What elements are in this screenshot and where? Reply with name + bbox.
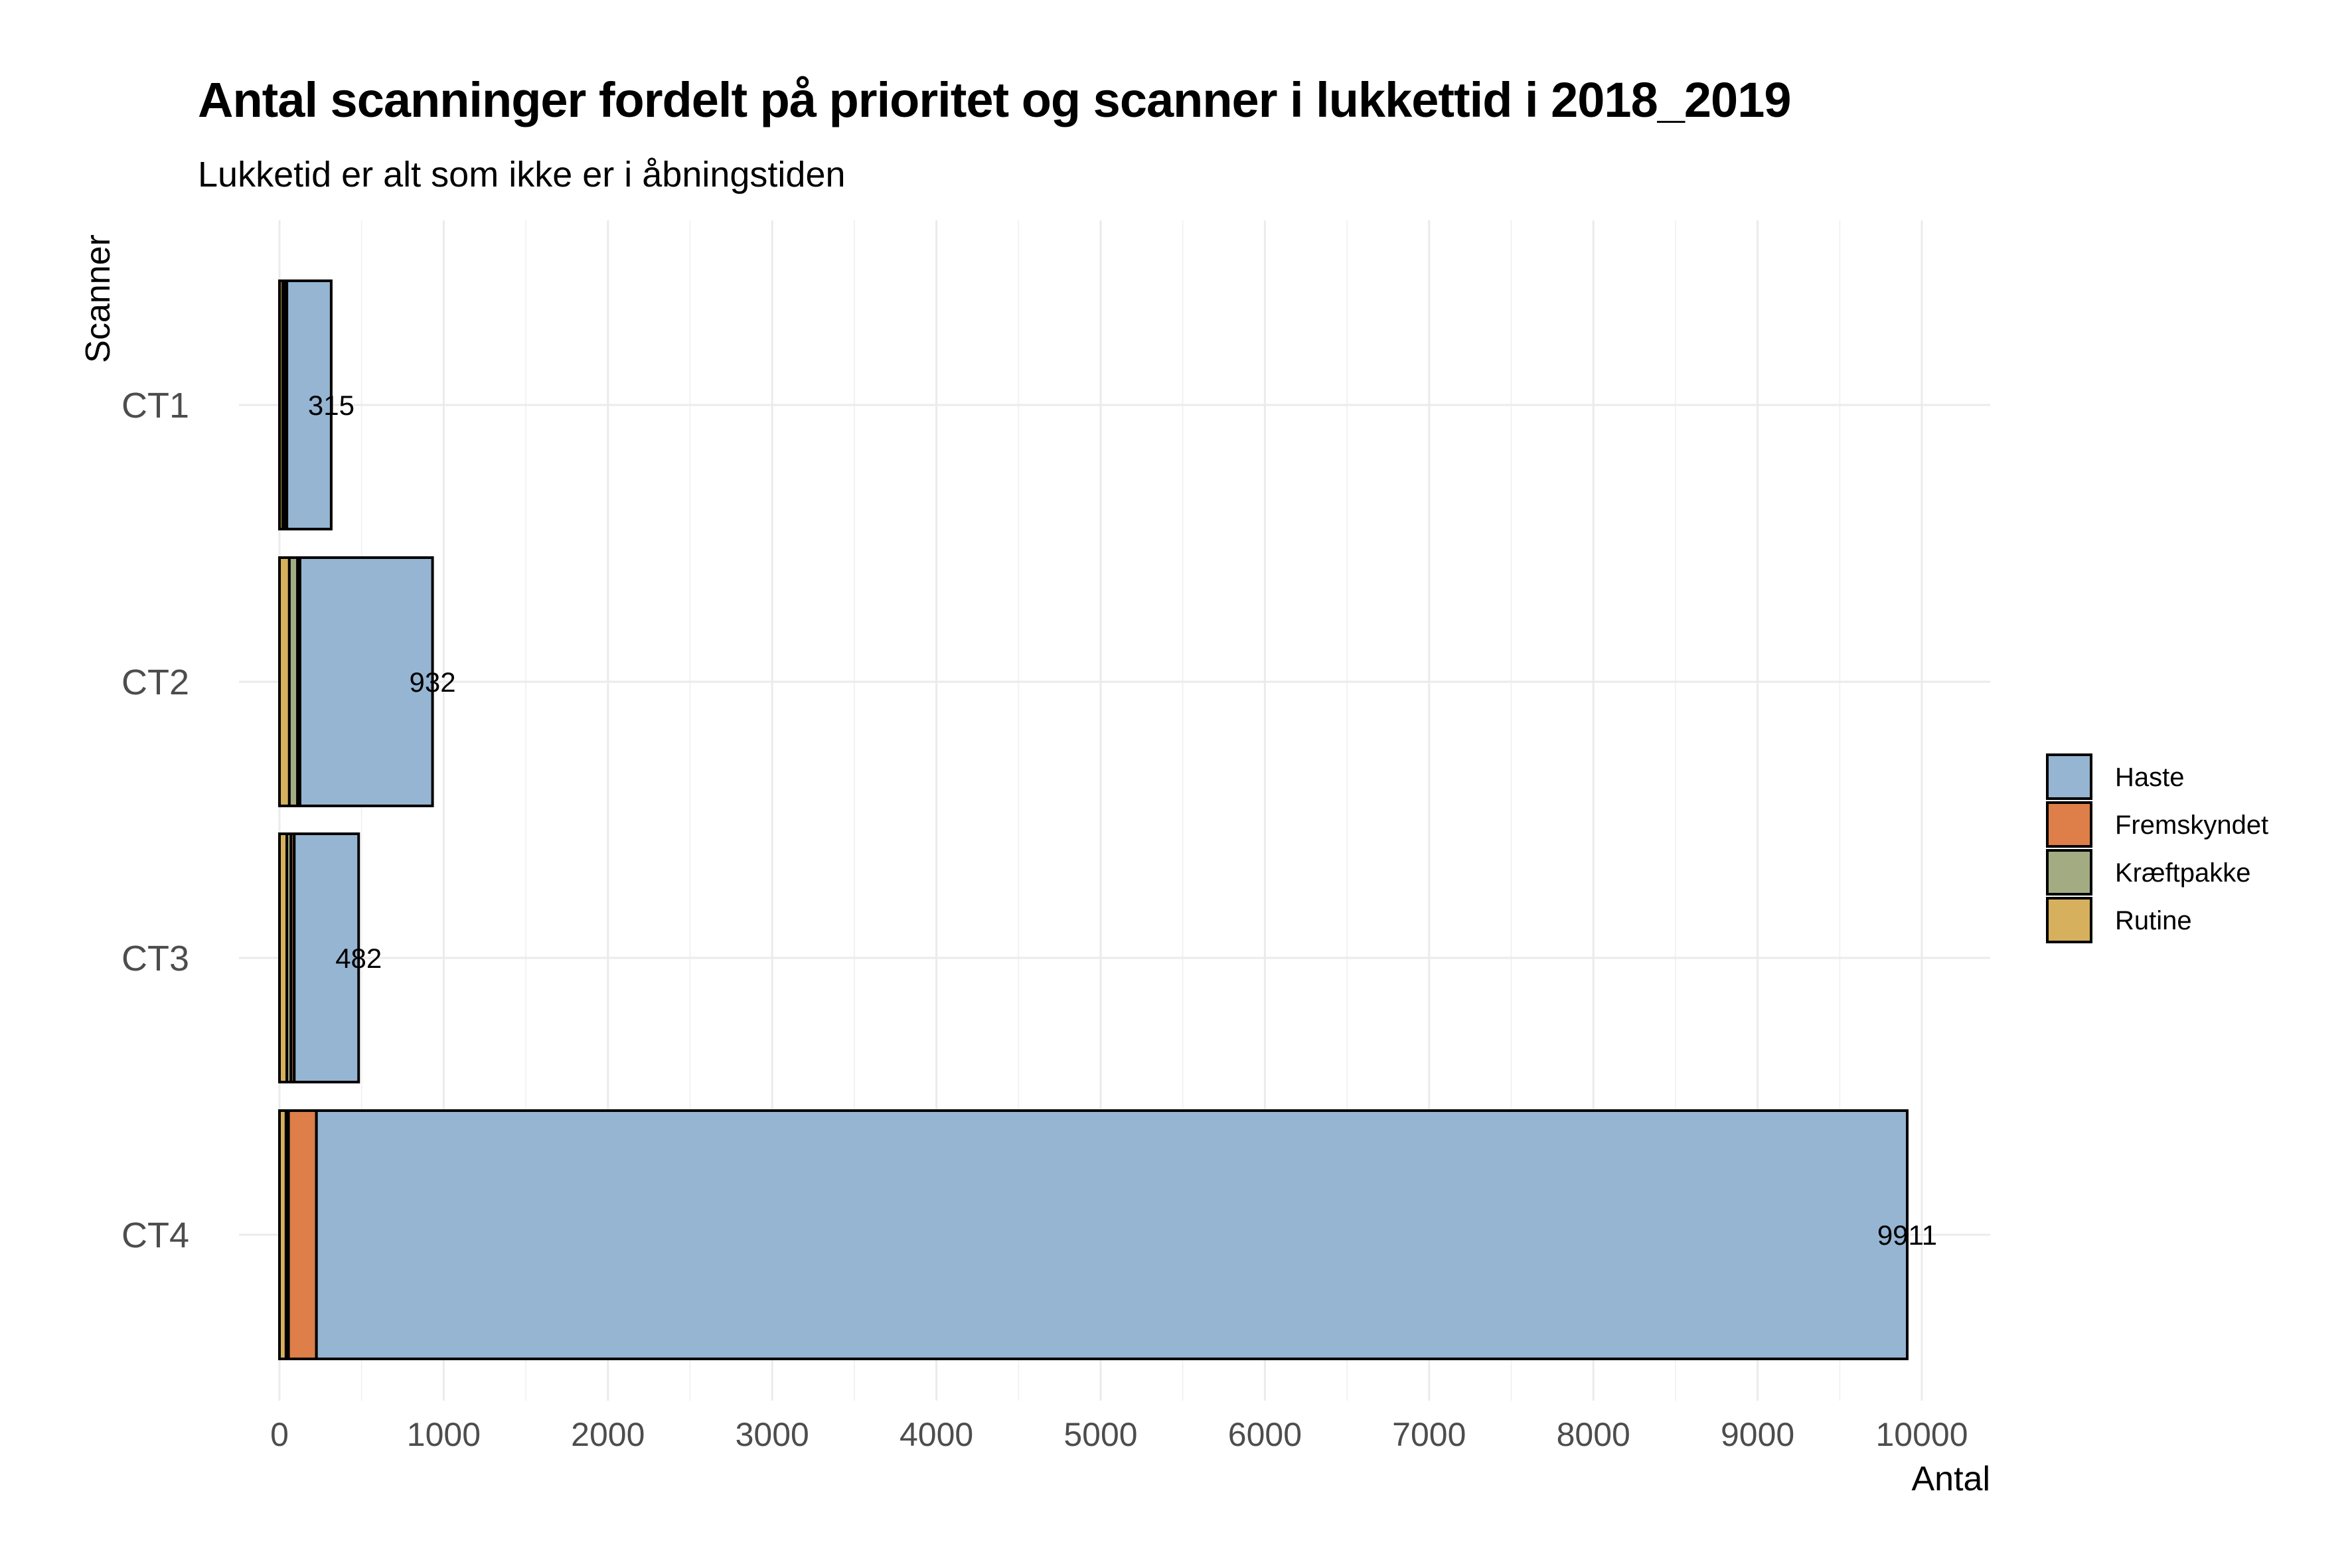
legend-key-kræftpakke	[2046, 849, 2092, 896]
y-axis-title: Scanner	[79, 234, 118, 363]
y-tick-label: CT2	[121, 663, 189, 702]
y-tick-label: CT3	[121, 939, 189, 979]
chart-subtitle: Lukketid er alt som ikke er i åbningstid…	[198, 155, 846, 195]
x-axis-title: Antal	[1911, 1460, 1990, 1498]
x-tick-label: 5000	[1063, 1416, 1137, 1453]
y-axis-ticks: CT1 CT2 CT3 CT4	[121, 386, 189, 1255]
legend-label-rutine: Rutine	[2115, 906, 2192, 935]
bar-ct1-haste	[285, 279, 333, 530]
y-tick-label: CT4	[121, 1215, 189, 1255]
y-tick-label: CT1	[121, 386, 189, 426]
x-tick-label: 8000	[1557, 1416, 1630, 1453]
x-axis-ticks: 0 1000 2000 3000 4000 5000 6000 7000 8000 9000 100…	[270, 1416, 1968, 1453]
legend-key-rutine	[2046, 897, 2092, 943]
data-label-ct4: 9911	[1877, 1219, 1937, 1251]
data-label-ct2: 932	[410, 666, 456, 698]
x-tick-label: 6000	[1228, 1416, 1302, 1453]
bar-ct4-haste	[315, 1109, 1909, 1360]
x-tick-label: 9000	[1721, 1416, 1794, 1453]
x-tick-label: 1000	[407, 1416, 481, 1453]
chart-title: Antal scanninger fordelt på prioritet og…	[198, 72, 1792, 127]
bar-ct2-rutine	[278, 556, 291, 807]
data-labels: 315 932 482 9911	[308, 390, 1937, 1251]
data-label-ct3: 482	[335, 943, 382, 974]
bar-ct4-fremskyndet	[287, 1109, 318, 1360]
x-tick-label: 4000	[900, 1416, 973, 1453]
legend: Haste Fremskyndet Kræftpakke Rutine	[2046, 753, 2268, 943]
bars	[278, 279, 1909, 1360]
legend-key-haste	[2046, 753, 2092, 800]
x-tick-label: 2000	[571, 1416, 645, 1453]
x-tick-label: 0	[270, 1416, 289, 1453]
data-label-ct1: 315	[308, 390, 354, 421]
bar-ct3-haste	[293, 832, 360, 1083]
x-tick-label: 3000	[736, 1416, 809, 1453]
bar-ct2-haste	[298, 556, 434, 807]
legend-label-haste: Haste	[2115, 763, 2185, 792]
legend-key-fremskyndet	[2046, 801, 2092, 848]
x-tick-label: 10000	[1875, 1416, 1968, 1453]
legend-label-kræftpakke: Kræftpakke	[2115, 858, 2251, 888]
legend-label-fremskyndet: Fremskyndet	[2115, 811, 2268, 840]
x-tick-label: 7000	[1392, 1416, 1466, 1453]
